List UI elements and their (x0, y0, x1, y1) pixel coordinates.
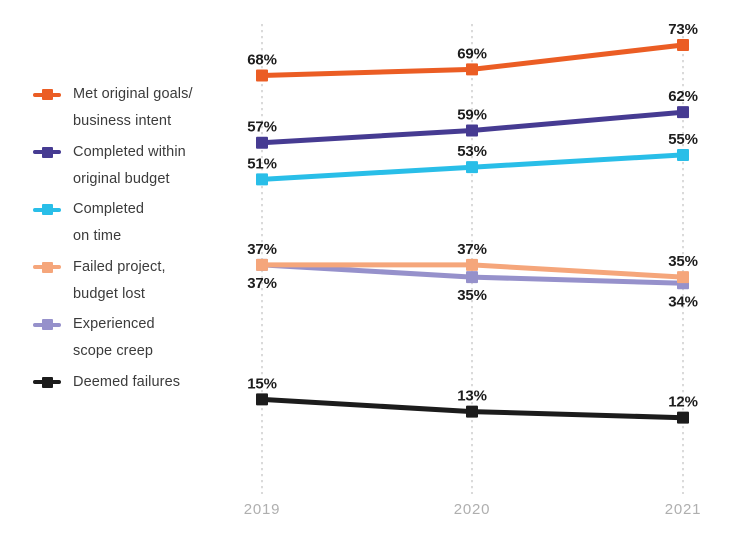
series-marker-completed-within-original-budget (466, 124, 478, 137)
data-label-deemed-failures-2020: 13% (457, 388, 486, 405)
data-label-met-original-goals-business-intent-2020: 69% (457, 45, 486, 62)
series-marker-failed-project-budget-lost (466, 258, 478, 271)
legend-swatch-icon (33, 81, 61, 108)
legend-swatch-icon (33, 254, 61, 281)
series-marker-completed-on-time (256, 173, 268, 186)
data-label-completed-within-original-budget-2019: 57% (247, 119, 276, 136)
data-label-completed-on-time-2021: 55% (668, 131, 697, 148)
series-marker-met-original-goals-business-intent (677, 38, 689, 51)
data-label-experienced-scope-creep-2020: 35% (457, 287, 486, 304)
data-label-experienced-scope-creep-2021: 34% (668, 293, 697, 310)
series-marker-completed-within-original-budget (256, 136, 268, 149)
legend-label: Experienced scope creep (73, 316, 155, 359)
series-marker-completed-on-time (677, 148, 689, 161)
data-label-met-original-goals-business-intent-2021: 73% (668, 21, 697, 38)
data-label-failed-project-budget-lost-2020: 37% (457, 241, 486, 258)
data-label-failed-project-budget-lost-2021: 35% (668, 253, 697, 270)
legend-label: Deemed failures (73, 373, 181, 390)
legend-swatch-icon (33, 196, 61, 223)
legend-item-completed-within-original-budget: Completed within original budget (33, 139, 233, 193)
series-marker-completed-on-time (466, 161, 478, 174)
data-label-failed-project-budget-lost-2019: 37% (247, 241, 276, 258)
x-axis-label-2021: 2021 (665, 501, 702, 518)
series-marker-met-original-goals-business-intent (256, 69, 268, 82)
data-label-completed-within-original-budget-2020: 59% (457, 107, 486, 124)
series-marker-deemed-failures (466, 405, 478, 418)
series-marker-completed-within-original-budget (677, 106, 689, 119)
series-marker-failed-project-budget-lost (677, 271, 689, 284)
series-marker-met-original-goals-business-intent (466, 63, 478, 76)
x-axis-label-2019: 2019 (244, 501, 281, 518)
series-marker-deemed-failures (256, 393, 268, 406)
legend-item-met-original-goals-business-intent: Met original goals/business intent (33, 81, 233, 135)
legend-item-experienced-scope-creep: Experienced scope creep (33, 311, 233, 365)
series-marker-failed-project-budget-lost (256, 258, 268, 271)
legend-label: Met original goals/business intent (73, 86, 193, 129)
chart-legend: Met original goals/business intent Comple… (33, 81, 233, 399)
legend-swatch-icon (33, 139, 61, 166)
legend-item-failed-project-budget-lost: Failed project, budget lost (33, 254, 233, 308)
series-marker-experienced-scope-creep (466, 271, 478, 284)
data-label-met-original-goals-business-intent-2019: 68% (247, 52, 276, 69)
data-label-completed-within-original-budget-2021: 62% (668, 88, 697, 105)
x-axis-label-2020: 2020 (454, 501, 491, 518)
legend-swatch-icon (33, 311, 61, 338)
data-label-completed-on-time-2019: 51% (247, 155, 276, 172)
legend-item-completed-on-time: Completed on time (33, 196, 233, 250)
legend-label: Failed project, budget lost (73, 258, 166, 302)
series-marker-deemed-failures (677, 411, 689, 424)
data-label-deemed-failures-2021: 12% (668, 394, 697, 411)
data-label-completed-on-time-2020: 53% (457, 143, 486, 160)
legend-label: Completed on time (73, 201, 145, 244)
legend-label: Completed within original budget (73, 143, 186, 187)
legend-swatch-icon (33, 369, 61, 396)
data-label-deemed-failures-2019: 15% (247, 375, 276, 392)
data-label-experienced-scope-creep-2019: 37% (247, 275, 276, 292)
legend-item-deemed-failures: Deemed failures (33, 369, 233, 396)
